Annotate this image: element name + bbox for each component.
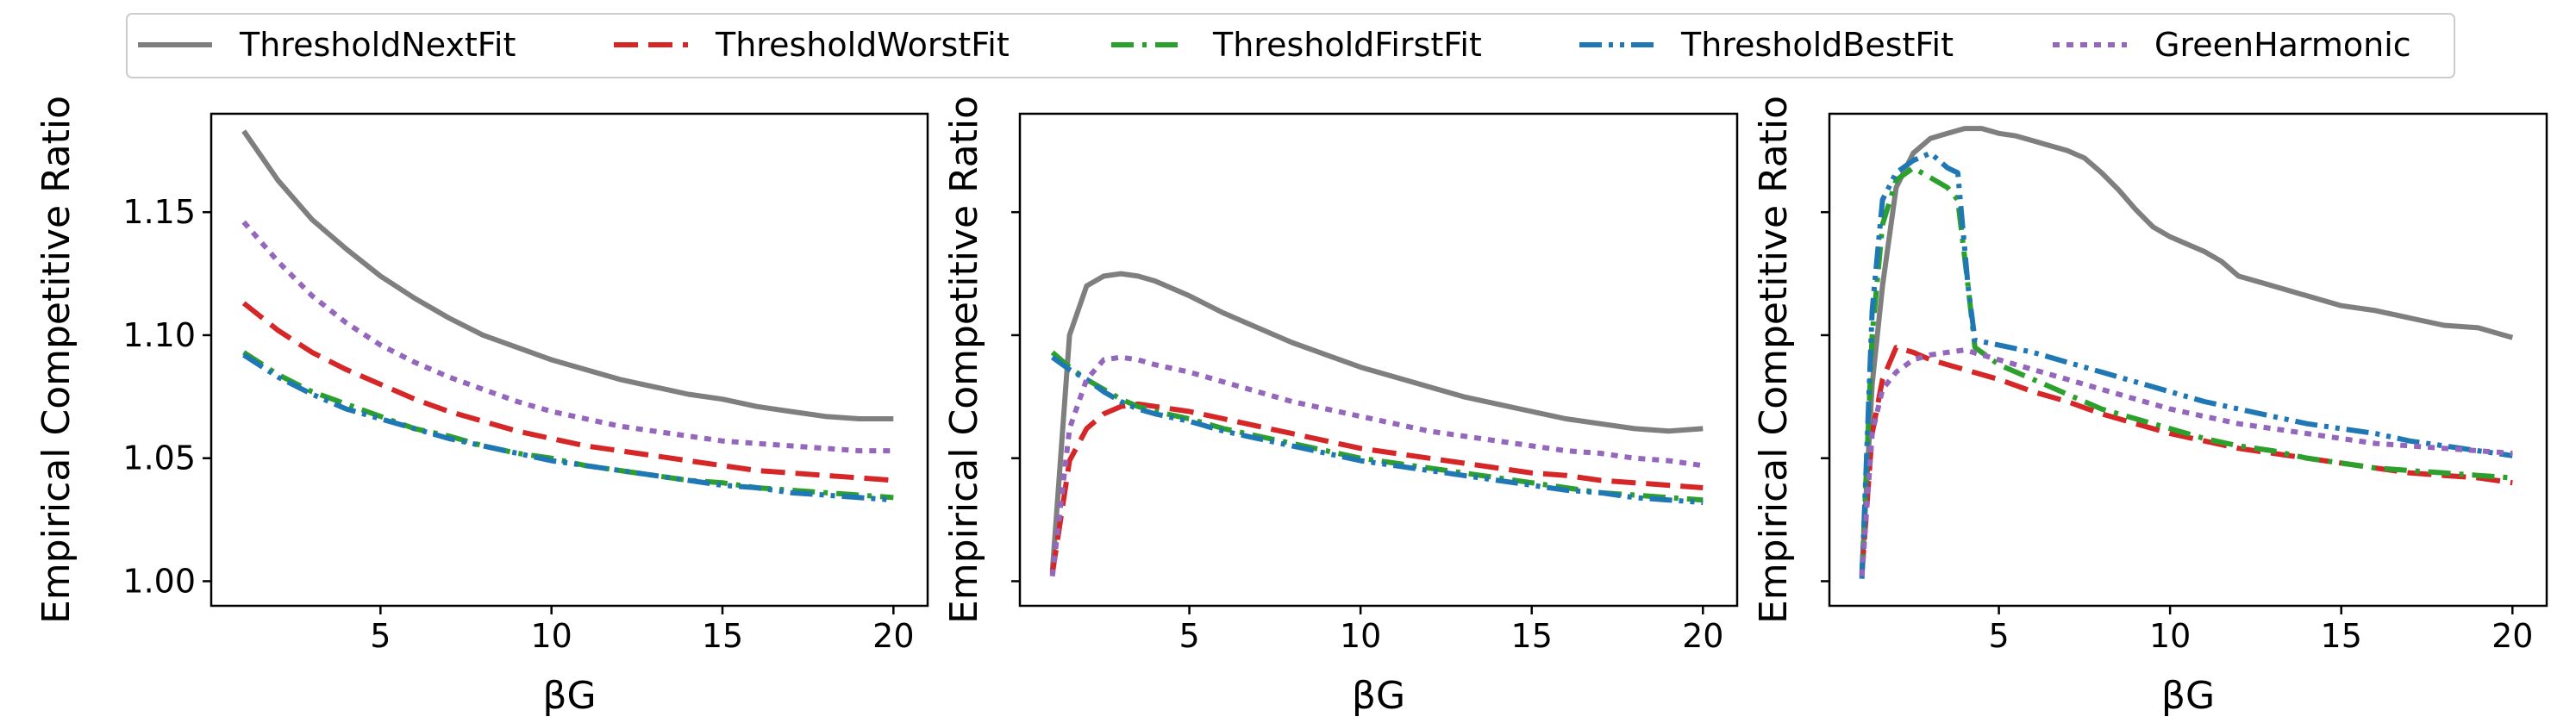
series-line-thresholdworstfit xyxy=(1859,345,2513,575)
series-line-thresholdnextfit xyxy=(1859,126,2514,572)
x-tick-label: 15 xyxy=(2321,617,2362,655)
legend-item-thresholdnextfit: ThresholdNextFit xyxy=(138,26,516,64)
y-tick-label: 1.15 xyxy=(122,193,196,231)
y-axis-label: Empirical Competitive Ratio xyxy=(942,96,986,624)
series-line-thresholdworstfit xyxy=(241,301,894,483)
series-group xyxy=(1859,126,2514,579)
y-tick-label: 1.10 xyxy=(122,316,196,354)
plot-frame xyxy=(209,112,929,608)
legend-label: ThresholdFirstFit xyxy=(1212,26,1482,64)
chart-panel-1: 5 10 15 20 1.00 1.05 1.10 1.15 βG Empirical Compe… xyxy=(34,96,929,718)
series-group xyxy=(1049,271,1704,577)
legend: ThresholdNextFit ThresholdWorstFit Thresho… xyxy=(126,13,2455,78)
legend-label: ThresholdNextFit xyxy=(239,26,516,64)
plot-frame xyxy=(1018,112,1739,608)
x-tick-label: 5 xyxy=(1179,617,1199,655)
legend-item-thresholdfirstfit: ThresholdFirstFit xyxy=(1111,26,1482,64)
series-line-thresholdnextfit xyxy=(241,129,894,421)
series-line-thresholdfirstfit xyxy=(1859,165,2513,577)
y-axis-label: Empirical Competitive Ratio xyxy=(1752,96,1796,624)
series-line-thresholdworstfit xyxy=(1049,401,1704,575)
series-line-greenharmonic xyxy=(1049,354,1704,577)
series-line-greenharmonic xyxy=(241,220,894,454)
x-tick-label: 5 xyxy=(1988,617,2009,655)
x-axis-label: βG xyxy=(2161,674,2215,718)
series-line-thresholdfirstfit xyxy=(242,350,894,501)
y-tick-label: 1.05 xyxy=(122,439,196,477)
x-tick-label: 10 xyxy=(2149,617,2191,655)
series-line-thresholdbestfit xyxy=(1050,355,1704,506)
legend-label: ThresholdBestFit xyxy=(1680,26,1954,64)
x-tick-label: 10 xyxy=(1340,617,1381,655)
series-group xyxy=(241,129,894,503)
chart-panel-2: 5 10 15 20 βG Empirical Competitive Ratio xyxy=(942,96,1739,718)
chart-panel-3: 5 10 15 20 βG Empirical Competitive Ratio xyxy=(1752,96,2548,718)
series-line-greenharmonic xyxy=(1859,347,2513,577)
series-line-thresholdbestfit xyxy=(242,352,894,503)
legend-item-thresholdworstfit: ThresholdWorstFit xyxy=(614,26,1010,64)
legend-frame xyxy=(126,13,2455,78)
legend-item-thresholdbestfit: ThresholdBestFit xyxy=(1579,26,1954,64)
series-line-thresholdbestfit xyxy=(1859,150,2513,579)
y-axis-label: Empirical Competitive Ratio xyxy=(34,96,78,624)
series-line-thresholdnextfit xyxy=(1049,271,1704,572)
legend-label: GreenHarmonic xyxy=(2154,26,2411,64)
plot-frame xyxy=(1828,112,2548,608)
x-axis-label: βG xyxy=(1352,674,1405,718)
x-axis-label: βG xyxy=(542,674,596,718)
x-tick-label: 20 xyxy=(2492,617,2533,655)
legend-item-greenharmonic: GreenHarmonic xyxy=(2053,26,2411,64)
y-tick-label: 1.00 xyxy=(122,562,196,600)
x-tick-label: 10 xyxy=(530,617,572,655)
x-tick-label: 20 xyxy=(872,617,914,655)
x-tick-label: 5 xyxy=(370,617,391,655)
x-tick-label: 15 xyxy=(1511,617,1553,655)
legend-label: ThresholdWorstFit xyxy=(715,26,1010,64)
x-tick-label: 15 xyxy=(702,617,743,655)
x-tick-label: 20 xyxy=(1682,617,1723,655)
